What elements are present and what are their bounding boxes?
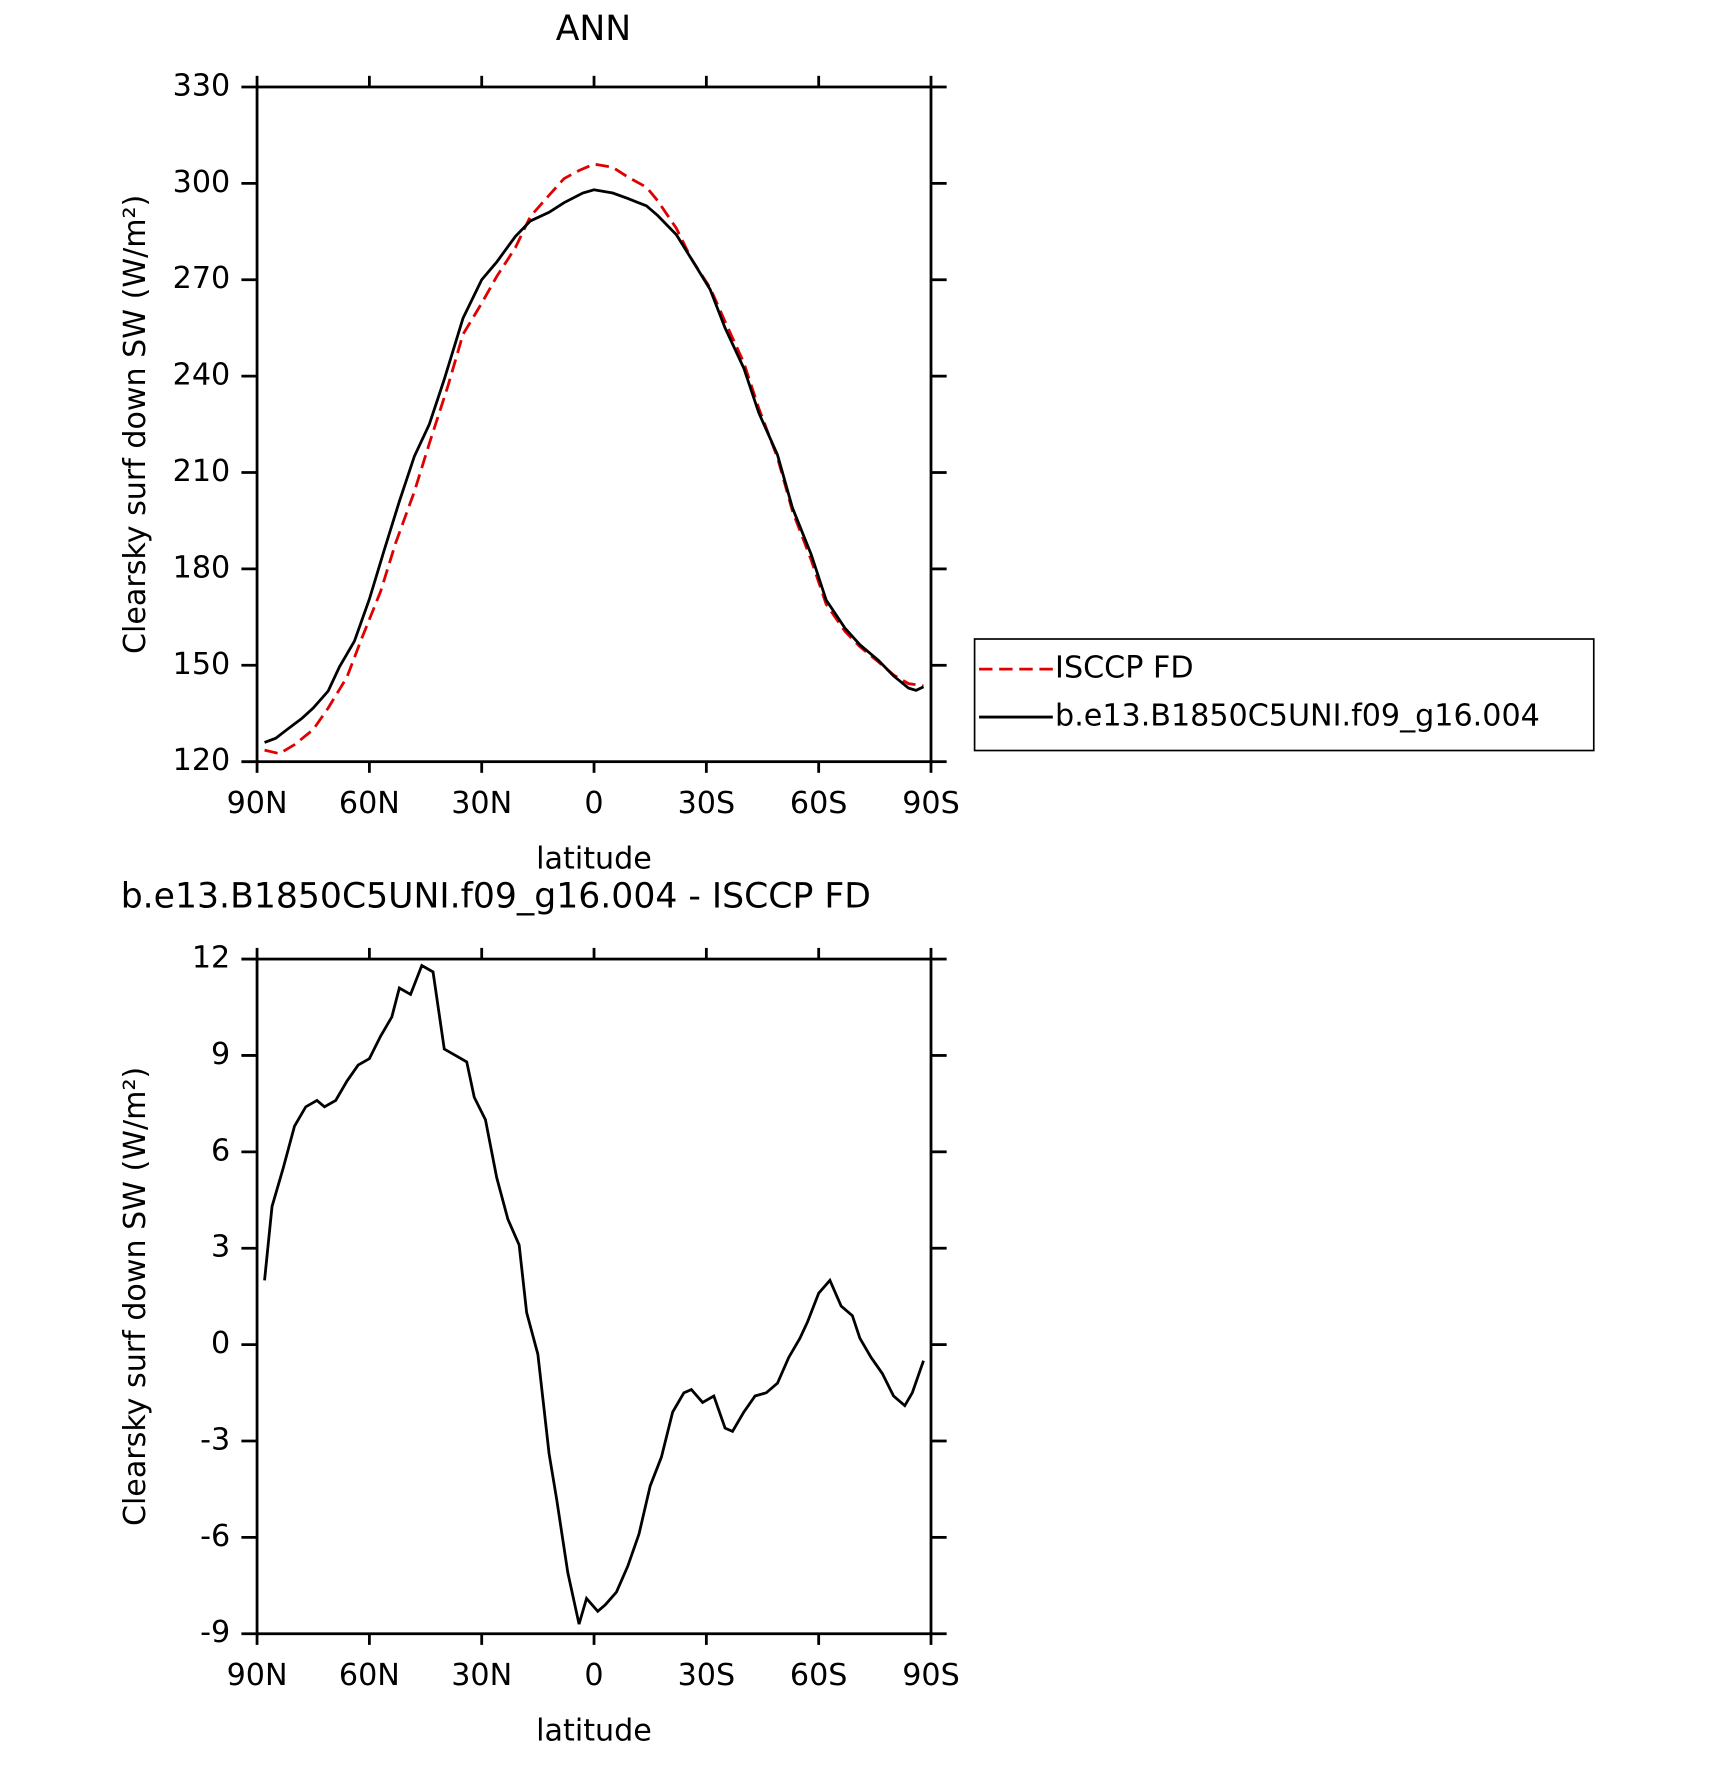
x-axis-label: latitude <box>536 841 652 876</box>
x-tick-label: 90S <box>902 786 960 821</box>
y-tick-label: 210 <box>173 454 231 489</box>
chart-title: ANN <box>556 9 632 49</box>
x-tick-label: 90S <box>902 1658 960 1693</box>
y-tick-label: 12 <box>192 941 230 976</box>
y-tick-label: -6 <box>200 1519 230 1554</box>
x-tick-label: 0 <box>584 1658 603 1693</box>
x-tick-label: 0 <box>584 786 603 821</box>
x-tick-label: 30N <box>451 1658 512 1693</box>
y-tick-label: 150 <box>173 647 231 682</box>
x-axis-label: latitude <box>536 1713 652 1748</box>
y-tick-label: 270 <box>173 261 231 296</box>
legend-label: b.e13.B1850C5UNI.f09_g16.004 <box>1055 699 1540 734</box>
x-tick-label: 60S <box>790 786 848 821</box>
x-tick-label: 60N <box>339 786 400 821</box>
chart-title: b.e13.B1850C5UNI.f09_g16.004 - ISCCP FD <box>121 877 871 917</box>
y-tick-label: 180 <box>173 550 231 585</box>
y-tick-label: 0 <box>211 1326 230 1361</box>
legend-label: ISCCP FD <box>1055 651 1193 686</box>
y-tick-label: 6 <box>211 1133 230 1168</box>
data-line <box>264 162 924 756</box>
y-axis-label: Clearsky surf down SW (W/m²) <box>118 1067 153 1526</box>
y-tick-label: -9 <box>200 1615 230 1650</box>
data-line <box>264 188 925 744</box>
data-line <box>263 963 925 1625</box>
x-tick-label: 90N <box>227 1658 288 1693</box>
y-tick-label: -3 <box>200 1423 230 1458</box>
x-tick-label: 30S <box>678 786 736 821</box>
y-tick-label: 330 <box>173 69 231 104</box>
y-tick-label: 3 <box>211 1230 230 1265</box>
x-tick-label: 30N <box>451 786 512 821</box>
plot-frame <box>255 957 933 1636</box>
y-tick-label: 120 <box>173 743 231 778</box>
y-axis-label: Clearsky surf down SW (W/m²) <box>118 195 153 654</box>
legend-box <box>973 638 1595 752</box>
x-tick-label: 60S <box>790 1658 848 1693</box>
x-tick-label: 60N <box>339 1658 400 1693</box>
y-tick-label: 9 <box>211 1037 230 1072</box>
y-tick-label: 240 <box>173 358 231 393</box>
plot-frame <box>255 85 933 764</box>
x-tick-label: 90N <box>227 786 288 821</box>
y-tick-label: 300 <box>173 165 231 200</box>
x-tick-label: 30S <box>678 1658 736 1693</box>
